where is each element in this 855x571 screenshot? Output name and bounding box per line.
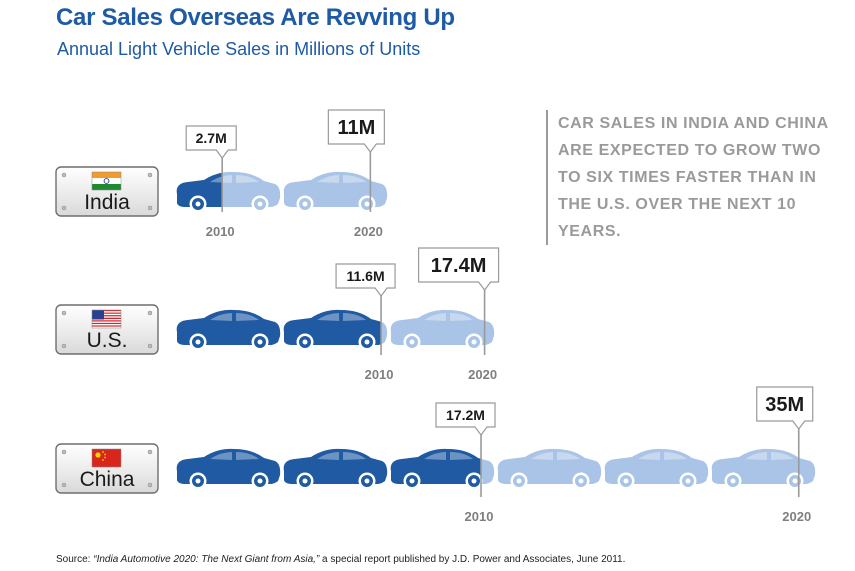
license-plate-us: U.S. <box>55 304 159 355</box>
callout-2010: 17.2M <box>435 402 496 436</box>
callout-label: 2.7M <box>196 130 227 146</box>
row-china: China 17.2M 35M 2010 2020 <box>55 386 816 524</box>
chart-subtitle: Annual Light Vehicle Sales in Millions o… <box>57 39 421 59</box>
license-plate-china: China <box>55 443 159 494</box>
source-prefix: Source: <box>56 554 94 565</box>
year-label-2010: 2010 <box>206 224 235 239</box>
car-icon <box>176 172 223 213</box>
row-india: India 2.7M 11M 2010 2020 <box>55 109 388 239</box>
year-label-2020: 2020 <box>468 367 497 382</box>
plate-label: India <box>84 191 130 214</box>
callout-label: 11M <box>337 117 375 139</box>
car-icon <box>390 448 482 490</box>
callout-label: 17.2M <box>446 407 485 423</box>
car-icon <box>283 171 388 213</box>
india-flag-icon <box>91 171 122 191</box>
cars-2010 <box>176 172 223 213</box>
callout-2010: 2.7M <box>185 125 237 159</box>
plate-label: U.S. <box>87 329 128 352</box>
chart-title: Car Sales Overseas Are Revving Up <box>56 4 455 31</box>
plate-label: China <box>80 468 135 491</box>
callout-label: 35M <box>765 394 804 416</box>
callout-2020: 17.4M <box>417 247 500 291</box>
callout-label: 11.6M <box>346 268 384 284</box>
car-icon <box>283 448 388 490</box>
car-icon <box>283 309 382 351</box>
car-icon <box>390 309 495 351</box>
source-note: Source: “India Automotive 2020: The Next… <box>56 554 625 565</box>
callout-2010: 11.6M <box>335 263 396 297</box>
callout-label: 17.4M <box>431 255 487 277</box>
car-icon <box>176 448 281 490</box>
annotation-note: CAR SALES IN INDIA AND CHINA ARE EXPECTE… <box>546 110 846 245</box>
year-label-2010: 2010 <box>365 367 394 382</box>
cars-2010 <box>176 309 382 351</box>
callout-2020: 11M <box>327 109 385 153</box>
license-plate-india: India <box>55 166 159 217</box>
china-flag-icon <box>91 448 122 468</box>
row-us: U.S. 11.6M 17.4M 2010 2020 <box>55 247 500 382</box>
year-label-2010: 2010 <box>465 509 494 524</box>
callout-2020: 35M <box>756 386 814 430</box>
car-icon <box>497 448 602 490</box>
source-suffix: a special report published by J.D. Power… <box>319 554 626 565</box>
car-icon <box>604 448 709 490</box>
year-label-2020: 2020 <box>354 224 383 239</box>
cars-2010 <box>176 448 482 490</box>
year-label-2020: 2020 <box>782 509 811 524</box>
car-icon <box>176 309 281 351</box>
car-icon <box>711 448 816 490</box>
source-title: “India Automotive 2020: The Next Giant f… <box>93 554 320 565</box>
us-flag-icon <box>91 309 122 329</box>
